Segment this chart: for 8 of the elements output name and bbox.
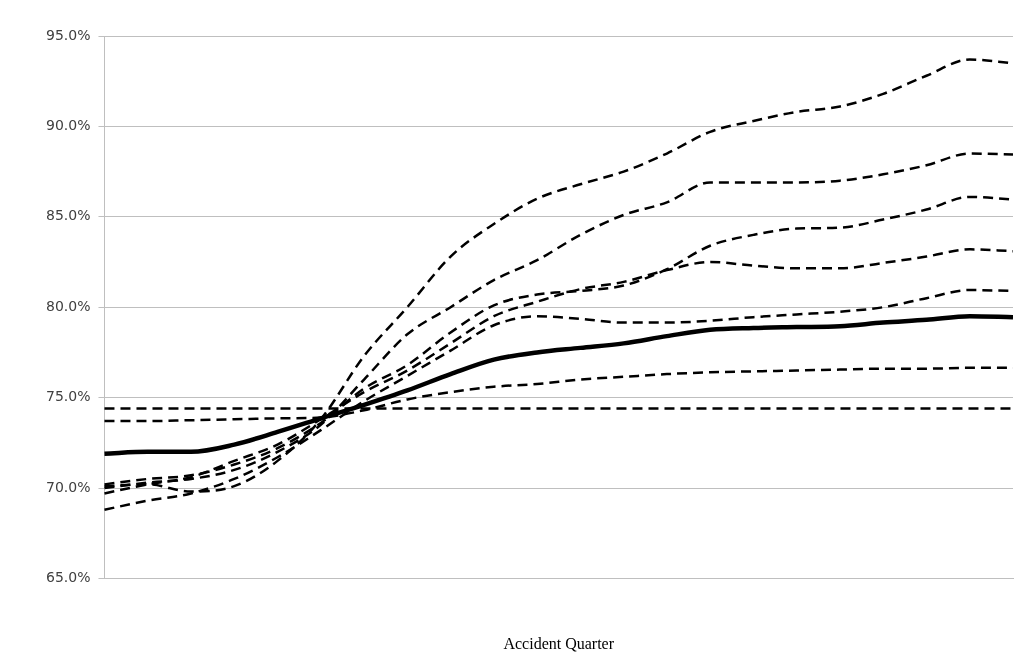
y-tick-label: 80.0% <box>45 297 91 314</box>
y-tick-label: 95.0% <box>45 26 91 43</box>
y-tick-label: 65.0% <box>45 569 91 586</box>
y-tick-label: 75.0% <box>45 388 91 405</box>
x-axis-title: Accident Quarter <box>503 634 615 652</box>
y-tick-label: 90.0% <box>45 117 91 134</box>
y-tick-label: 85.0% <box>45 207 91 224</box>
y-tick-label: 70.0% <box>45 478 91 495</box>
